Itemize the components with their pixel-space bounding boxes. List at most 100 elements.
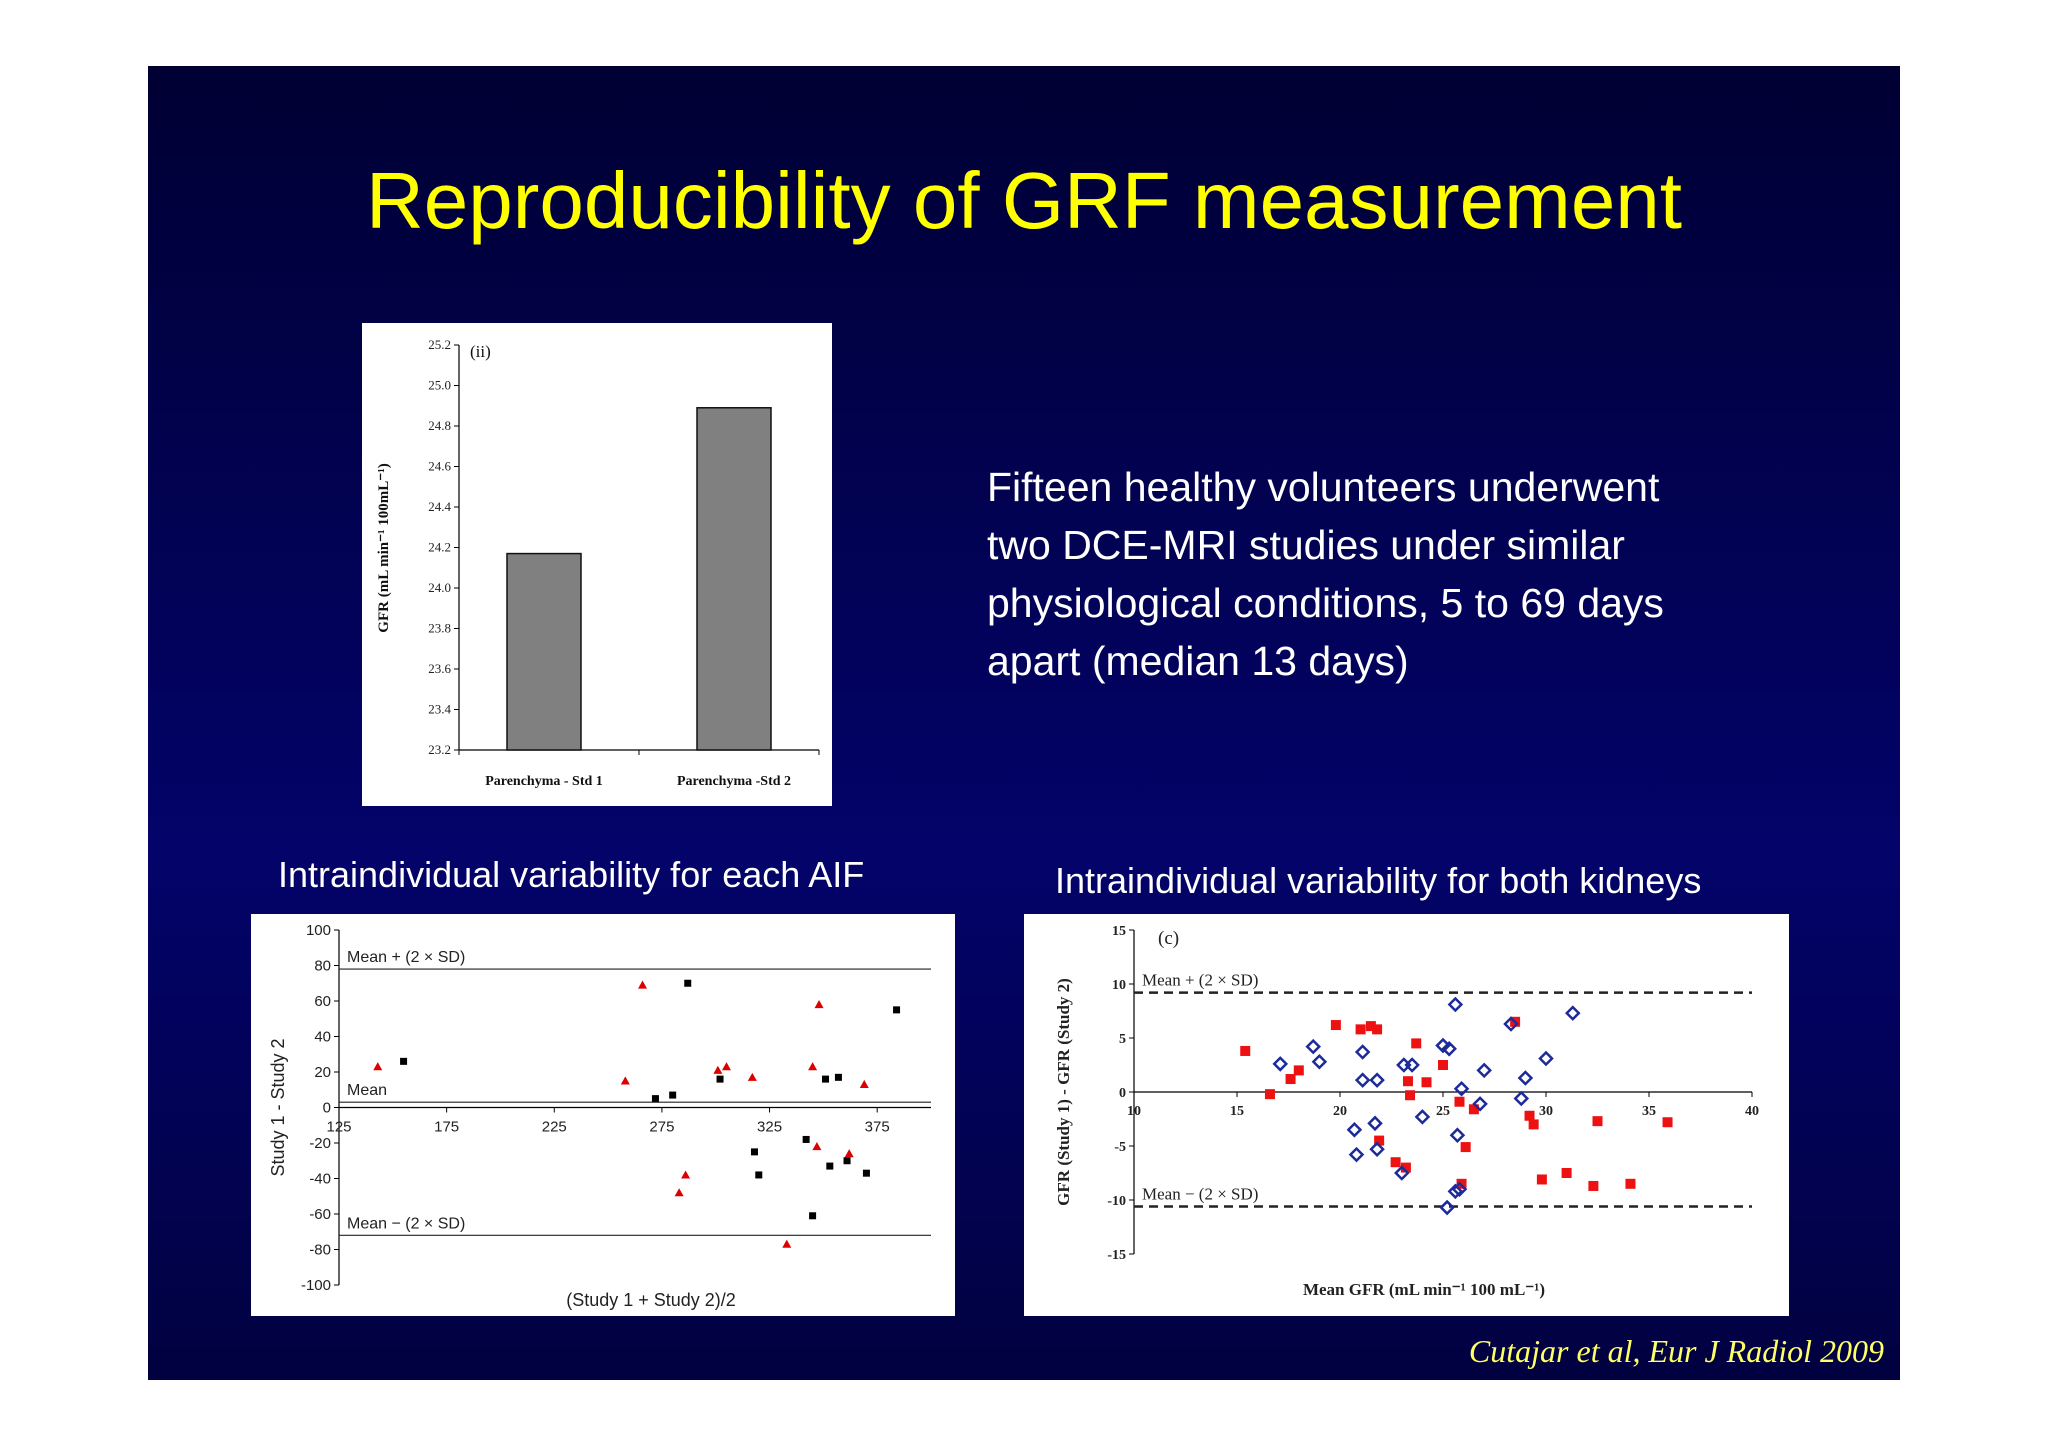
data-point-square (716, 1075, 724, 1083)
data-point-square (1405, 1090, 1416, 1101)
data-point-square (651, 1095, 659, 1103)
data-point-diamond (1311, 1053, 1328, 1070)
aif-scatter-panel: 100 80 60 40 20 0 -20 -40 -60 -80 -100 125 175 225 275… (251, 914, 955, 1316)
data-point-diamond (1453, 1080, 1470, 1097)
aif-bland-altman-chart: 100 80 60 40 20 0 -20 -40 -60 -80 -100 125 175 225 275… (268, 922, 931, 1310)
y-tick-label: 5 (1119, 1032, 1126, 1047)
bar (696, 407, 772, 751)
y-tick-label: -60 (309, 1206, 331, 1223)
data-point-diamond (1367, 1115, 1383, 1132)
data-point-diamond (1369, 1141, 1385, 1158)
bar-chart: 23.2 23.4 23.6 23.8 24.0 24.2 24.4 24.6 24.8 25.0… (376, 337, 820, 789)
data-point-square (1625, 1178, 1636, 1189)
citation: Cutajar et al, Eur J Radiol 2009 (1468, 1333, 1884, 1369)
data-point-square (1468, 1104, 1479, 1115)
data-point-square (834, 1073, 842, 1081)
caption-right: Intraindividual variability for both kid… (1055, 860, 1702, 901)
description-text: Fifteen healthy volunteers underwent two… (987, 458, 1747, 690)
data-point-diamond (1354, 1072, 1371, 1088)
data-point-square (826, 1162, 834, 1170)
data-point-square (755, 1171, 763, 1179)
data-point-diamond (1346, 1122, 1363, 1138)
reference-line-label: Mean − (2 × SD) (1142, 1184, 1258, 1203)
x-category-label: Parenchyma - Std 1 (485, 774, 603, 789)
data-point-diamond (1414, 1109, 1431, 1125)
caption-left: Intraindividual variability for each AIF (278, 854, 865, 895)
data-point-square (1374, 1135, 1385, 1146)
x-tick-label: 20 (1333, 1104, 1347, 1119)
x-tick-label: 30 (1539, 1104, 1553, 1119)
data-point-diamond (1503, 1016, 1519, 1032)
data-point-square (1264, 1089, 1275, 1100)
x-tick-label: 15 (1230, 1104, 1244, 1119)
data-point-diamond (1447, 996, 1464, 1013)
description-line: physiological conditions, 5 to 69 days (987, 580, 1664, 626)
data-point-triangle (859, 1079, 869, 1089)
data-point-triangle (747, 1072, 757, 1081)
data-point-triangle (620, 1076, 630, 1085)
x-tick-label: 225 (542, 1119, 567, 1136)
data-point-diamond (1476, 1062, 1492, 1079)
data-point-square (1402, 1076, 1413, 1087)
data-point-diamond (1396, 1057, 1412, 1073)
y-tick-label: 24.4 (428, 499, 451, 514)
y-tick-label: 24.6 (428, 459, 451, 474)
data-point-square (1365, 1021, 1376, 1032)
data-point-square (1330, 1020, 1341, 1031)
data-point-square (1561, 1168, 1572, 1178)
bar (506, 552, 582, 751)
panel-label: (c) (1158, 928, 1179, 949)
data-point-triangle (844, 1149, 854, 1158)
y-tick-label: -80 (309, 1242, 331, 1259)
data-point-square (1524, 1110, 1535, 1121)
data-point-triangle (373, 1062, 383, 1071)
data-point-diamond (1449, 1127, 1466, 1143)
data-point-diamond (1439, 1199, 1455, 1216)
data-point-diamond (1517, 1070, 1534, 1086)
data-point-square (1438, 1060, 1448, 1070)
x-tick-label: 35 (1642, 1104, 1656, 1119)
data-point-triangle (674, 1188, 684, 1197)
data-point-square (893, 1006, 901, 1014)
data-point-triangle (721, 1062, 731, 1071)
y-tick-label: 60 (314, 993, 331, 1010)
data-point-square (802, 1135, 810, 1143)
y-tick-label: 20 (314, 1064, 331, 1081)
data-point-square (1400, 1162, 1411, 1173)
data-point-square (1454, 1096, 1465, 1107)
x-tick-label: 40 (1745, 1104, 1759, 1119)
data-point-diamond (1272, 1056, 1289, 1072)
x-tick-label: 275 (649, 1119, 674, 1136)
data-point-square (1460, 1142, 1471, 1153)
y-tick-label: 24.8 (428, 418, 451, 433)
data-point-triangle (782, 1239, 792, 1248)
y-axis-title: GFR (Study 1) - GFR (Study 2) (1054, 978, 1073, 1206)
bar-chart-panel: 23.2 23.4 23.6 23.8 24.0 24.2 24.4 24.6 24.8 25.0… (362, 323, 832, 806)
y-tick-label: 15 (1112, 924, 1126, 939)
data-point-diamond (1394, 1165, 1410, 1181)
reference-line-label: Mean − (2 × SD) (347, 1215, 465, 1232)
data-point-diamond (1513, 1090, 1530, 1107)
y-axis-title: Study 1 - Study 2 (268, 1038, 288, 1176)
data-point-square (1421, 1077, 1432, 1088)
x-axis-title: (Study 1 + Study 2)/2 (566, 1290, 736, 1310)
y-tick-label: -15 (1107, 1248, 1126, 1263)
data-point-triangle (713, 1065, 723, 1074)
y-tick-label: 10 (1112, 978, 1126, 993)
reference-line-label: Mean (347, 1082, 387, 1099)
data-point-square (400, 1057, 408, 1065)
data-point-square (822, 1075, 830, 1083)
x-tick-label: 375 (865, 1119, 890, 1136)
data-point-diamond (1369, 1072, 1385, 1088)
x-tick-label: 10 (1127, 1104, 1141, 1119)
data-point-square (669, 1091, 677, 1099)
slide-title: Reproducibility of GRF measurement (365, 156, 1683, 245)
y-axis-title: GFR (mL min⁻¹ 100mL⁻¹) (376, 463, 392, 632)
y-tick-label: 25.0 (428, 378, 451, 393)
data-point-square (862, 1169, 870, 1177)
data-point-square (1588, 1180, 1599, 1191)
data-point-square (1285, 1074, 1296, 1085)
y-tick-label: -40 (309, 1171, 331, 1188)
data-point-triangle (638, 980, 648, 989)
data-point-square (1592, 1116, 1603, 1127)
